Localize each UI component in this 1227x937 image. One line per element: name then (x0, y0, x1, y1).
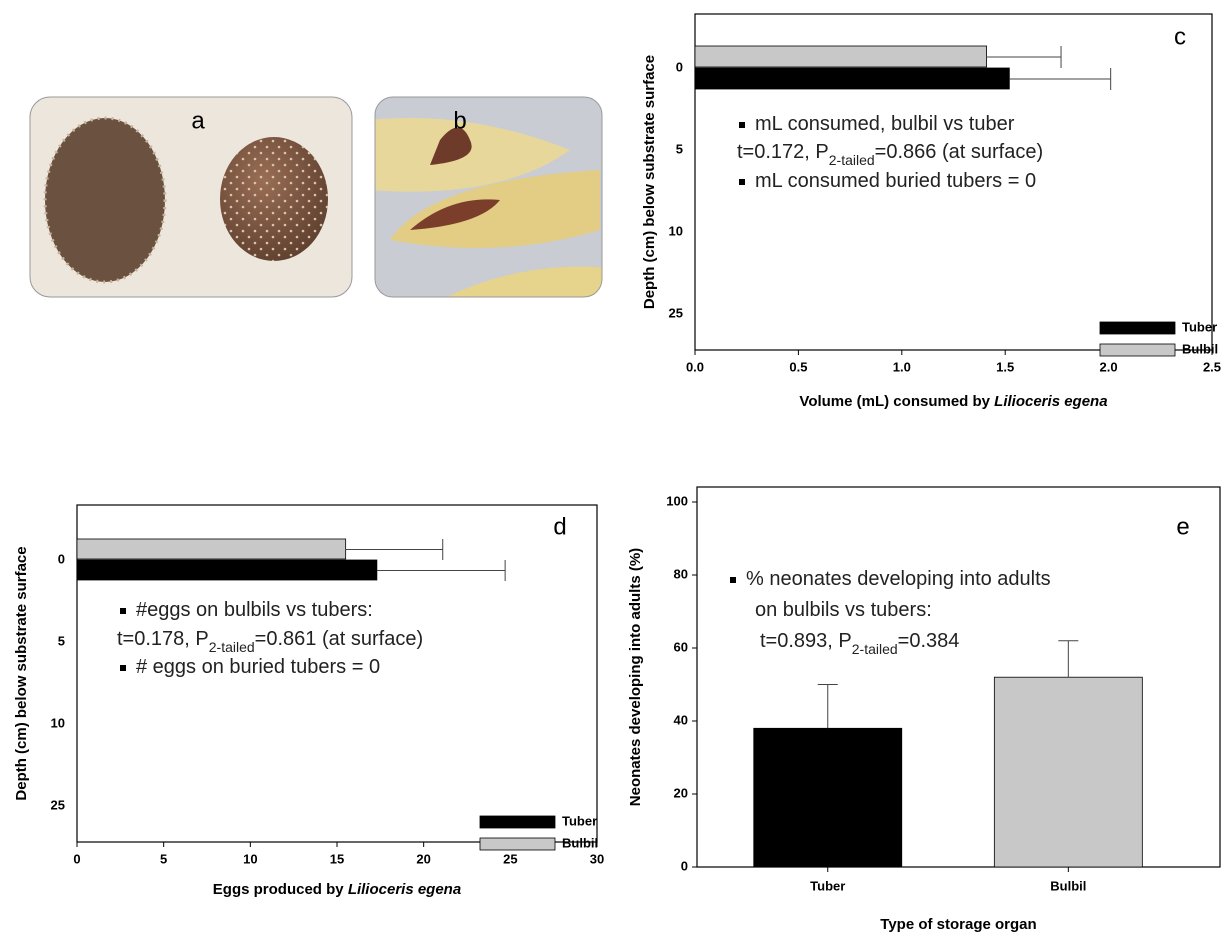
photo-b: b (370, 97, 610, 300)
subscript: 2-tailed (829, 152, 875, 168)
y-tick-label: 80 (674, 566, 688, 581)
y-tick-label: 25 (669, 305, 683, 320)
error-bar (346, 539, 443, 560)
annotation: t=0.172, P2-tailed=0.866 (at surface) (737, 141, 1043, 167)
panel-label: b (453, 107, 466, 134)
x-tick-label: 10 (243, 851, 257, 866)
legend-swatch (1100, 344, 1175, 356)
x-tick-label: 2.0 (1100, 359, 1118, 374)
error-bar (1009, 68, 1110, 90)
y-tick-label: 100 (666, 493, 688, 508)
error-bar (987, 46, 1061, 68)
text-segment: #eggs on bulbils vs tubers: (136, 599, 373, 621)
annotation: % neonates developing into adults (746, 568, 1051, 590)
legend-swatch (1100, 322, 1175, 334)
text-segment: # eggs on buried tubers = 0 (136, 656, 380, 678)
text-segment: Lilioceris egena (348, 881, 461, 898)
legend-label: Tuber (1182, 319, 1217, 334)
annotation: on bulbils vs tubers: (755, 599, 932, 621)
text-segment: t=0.893, P (760, 630, 852, 652)
y-tick-label: 20 (674, 785, 688, 800)
x-tick-label: 25 (503, 851, 517, 866)
x-tick-label: 0.5 (789, 359, 807, 374)
bar (754, 728, 902, 867)
annotation: t=0.178, P2-tailed=0.861 (at surface) (117, 628, 423, 654)
y-tick-label: 10 (669, 223, 683, 238)
y-tick-label: 0 (681, 858, 688, 873)
text-segment: Lilioceris egena (994, 393, 1107, 410)
bullet (739, 179, 745, 185)
text-segment: Eggs produced by (213, 881, 348, 898)
bullet (730, 577, 736, 583)
y-tick-label: 5 (58, 633, 65, 648)
legend-swatch (480, 816, 555, 828)
bar (77, 560, 377, 580)
x-tick-label: 20 (416, 851, 430, 866)
x-axis-title: Eggs produced by Lilioceris egena (213, 881, 461, 898)
bulbil-texture (220, 137, 328, 261)
x-tick-label: Bulbil (1050, 878, 1086, 893)
panel-label: d (553, 513, 566, 540)
bar (994, 677, 1142, 867)
bullet (120, 608, 126, 614)
legend-label: Bulbil (1182, 341, 1218, 356)
x-tick-label: 15 (330, 851, 344, 866)
x-tick-label: 1.5 (996, 359, 1014, 374)
error-bar (1058, 641, 1078, 678)
y-tick-label: 60 (674, 639, 688, 654)
bullet (739, 122, 745, 128)
subscript: 2-tailed (852, 641, 898, 657)
annotation: mL consumed buried tubers = 0 (755, 170, 1036, 192)
x-axis-title: Type of storage organ (880, 916, 1036, 933)
text-segment: t=0.172, P (737, 141, 829, 163)
y-tick-label: 5 (676, 141, 683, 156)
bar (695, 68, 1009, 89)
figure: a b c Depth (cm) below substrate surface V… (0, 0, 1227, 937)
text-segment: % neonates developing into adults (746, 568, 1051, 590)
y-axis-title: Depth (cm) below substrate surface (13, 546, 30, 800)
text-segment: mL consumed, bulbil vs tuber (755, 113, 1015, 135)
y-tick-label: 40 (674, 712, 688, 727)
text-segment: =0.384 (898, 630, 960, 652)
x-tick-label: 0 (73, 851, 80, 866)
x-tick-label: Tuber (810, 878, 845, 893)
error-bar (377, 560, 505, 581)
legend-label: Bulbil (562, 835, 598, 850)
legend-label: Tuber (562, 813, 597, 828)
bullet (120, 665, 126, 671)
x-tick-label: 5 (160, 851, 167, 866)
legend-swatch (480, 838, 555, 850)
annotation: #eggs on bulbils vs tubers: (136, 599, 373, 621)
annotation: # eggs on buried tubers = 0 (136, 656, 380, 678)
text-segment: =0.866 (at surface) (875, 141, 1043, 163)
y-axis-title: Neonates developing into adults (%) (627, 548, 644, 806)
y-tick-label: 10 (51, 715, 65, 730)
x-tick-label: 1.0 (893, 359, 911, 374)
y-tick-label: 0 (676, 59, 683, 74)
y-tick-label: 0 (58, 551, 65, 566)
x-tick-label: 30 (590, 851, 604, 866)
bar (77, 539, 346, 559)
x-axis-title: Volume (mL) consumed by Lilioceris egena (799, 393, 1107, 410)
panel-label: e (1176, 513, 1189, 540)
y-axis-title: Depth (cm) below substrate surface (641, 55, 658, 309)
x-tick-label: 0.0 (686, 359, 704, 374)
annotation: t=0.893, P2-tailed=0.384 (760, 630, 959, 656)
subscript: 2-tailed (209, 639, 255, 655)
panel-label: c (1174, 23, 1186, 50)
text-segment: =0.861 (at surface) (255, 628, 423, 650)
annotation: mL consumed, bulbil vs tuber (755, 113, 1015, 135)
error-bar (818, 685, 838, 729)
bar (695, 46, 987, 67)
panel-label: a (191, 107, 205, 134)
x-tick-label: 2.5 (1203, 359, 1221, 374)
photo-a: a (30, 97, 352, 297)
text-segment: Type of storage organ (880, 916, 1036, 933)
text-segment: t=0.178, P (117, 628, 209, 650)
text-segment: Volume (mL) consumed by (799, 393, 994, 410)
text-segment: on bulbils vs tubers: (755, 599, 932, 621)
text-segment: mL consumed buried tubers = 0 (755, 170, 1036, 192)
y-tick-label: 25 (51, 797, 65, 812)
